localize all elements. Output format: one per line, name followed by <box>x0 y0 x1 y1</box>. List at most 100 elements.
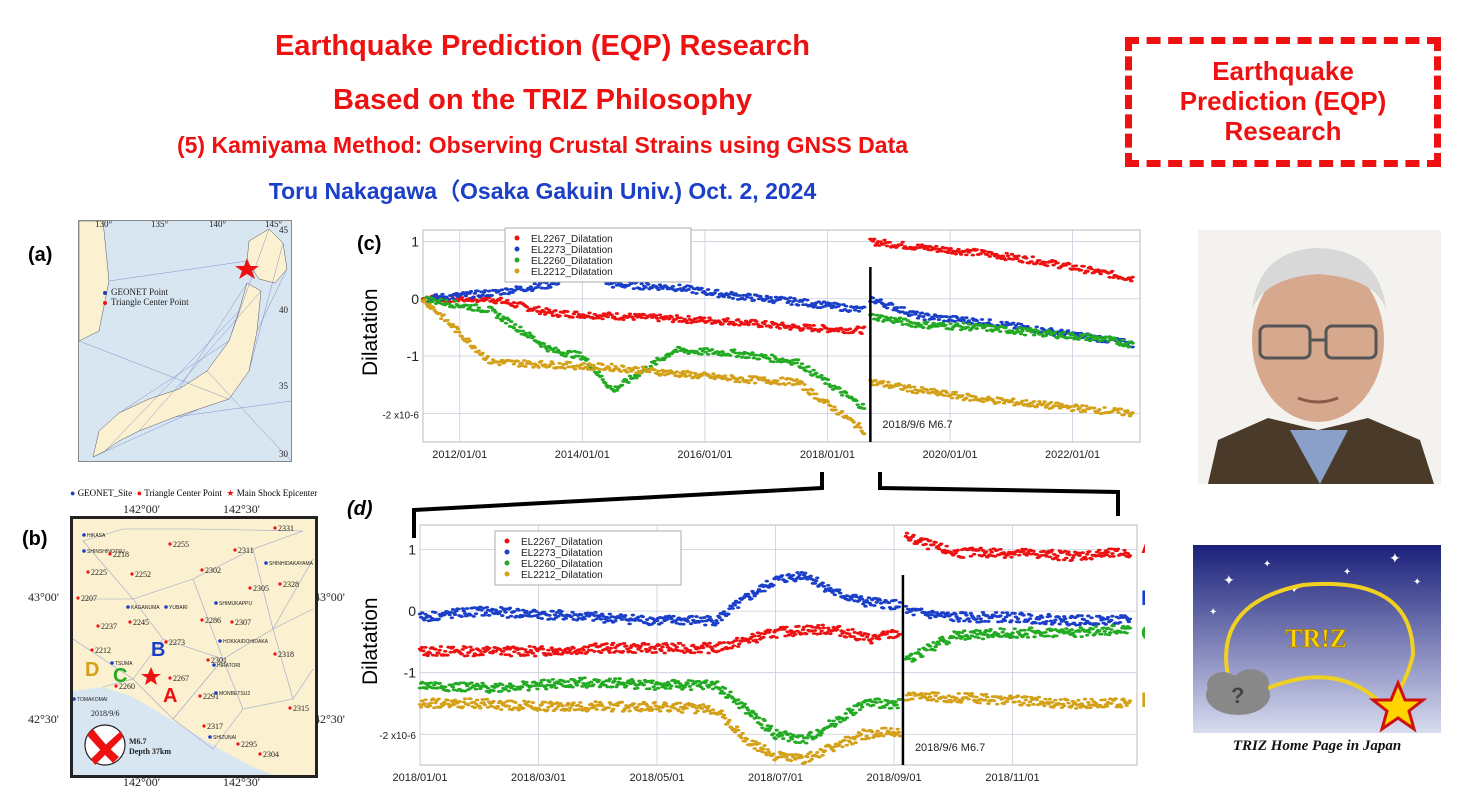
data-point <box>520 706 526 710</box>
data-point <box>852 631 857 634</box>
data-point <box>1014 636 1020 639</box>
data-point <box>512 323 518 326</box>
data-point <box>786 572 791 576</box>
data-point <box>438 645 444 648</box>
data-point <box>1015 694 1021 698</box>
data-point <box>535 613 540 617</box>
data-point <box>531 335 536 339</box>
data-point <box>534 681 539 685</box>
data-point <box>450 645 456 649</box>
data-point <box>999 620 1004 623</box>
data-point <box>516 651 521 655</box>
data-point <box>1041 402 1046 406</box>
data-point <box>948 246 953 250</box>
data-point <box>794 741 799 744</box>
data-point <box>516 329 522 333</box>
data-point <box>524 305 530 309</box>
data-point <box>1001 627 1006 631</box>
data-point <box>892 607 897 611</box>
data-point <box>1012 611 1017 615</box>
data-point <box>687 374 693 377</box>
data-point <box>795 358 801 362</box>
data-point <box>1024 399 1029 402</box>
data-point <box>674 350 680 354</box>
data-point <box>695 709 700 713</box>
data-point <box>845 735 851 739</box>
map-hokkaido: 2331 2218 2255 2311 2225 2252 2302 2305 2328 2207… <box>70 516 318 778</box>
data-point <box>1018 332 1024 336</box>
data-point <box>635 705 640 709</box>
data-point <box>639 316 644 319</box>
data-point <box>692 651 697 655</box>
data-point <box>1056 558 1061 562</box>
data-point <box>663 702 669 706</box>
data-point <box>1011 321 1016 325</box>
x-tick-label: 2018/01/01 <box>800 449 855 461</box>
site-marker <box>233 548 237 552</box>
data-point <box>866 596 872 600</box>
eqp-badge[interactable]: Earthquake Prediction (EQP) Research <box>1125 37 1441 167</box>
data-point <box>748 296 754 300</box>
y-axis-label: Dilatation <box>359 597 382 685</box>
data-point <box>627 622 632 626</box>
data-point <box>960 394 965 397</box>
geonet-marker <box>110 661 114 665</box>
data-point <box>856 326 862 329</box>
data-point <box>709 619 715 623</box>
data-point <box>642 313 647 317</box>
data-point <box>1101 554 1106 558</box>
data-point <box>832 593 837 597</box>
data-point <box>467 306 472 310</box>
data-point <box>1034 698 1039 702</box>
data-point <box>1067 623 1072 626</box>
site-label: 2311 <box>238 546 254 555</box>
data-point <box>661 317 667 321</box>
data-point <box>925 388 930 392</box>
data-point <box>884 632 890 636</box>
data-point <box>694 373 699 377</box>
data-point <box>579 705 584 708</box>
data-point <box>721 610 727 614</box>
data-point <box>819 731 824 735</box>
data-point <box>424 295 430 299</box>
data-point <box>742 297 747 301</box>
data-point <box>1016 330 1021 334</box>
data-point <box>433 293 439 296</box>
triz-logo[interactable]: ✦ ✦ ✦ ✦ ✦ ✦ ✦ ? TR!Z <box>1193 545 1441 733</box>
data-point <box>847 327 853 331</box>
data-point <box>1108 631 1113 635</box>
data-point <box>655 317 660 320</box>
data-point <box>696 319 702 323</box>
data-point <box>647 687 652 691</box>
data-point <box>955 700 960 704</box>
data-point <box>751 356 756 360</box>
data-point <box>1120 338 1125 342</box>
data-point <box>1103 622 1109 626</box>
data-point <box>1020 260 1025 264</box>
data-point <box>1107 275 1112 279</box>
data-point <box>1002 696 1008 700</box>
data-point <box>446 302 452 306</box>
data-point <box>1029 260 1034 263</box>
data-point <box>728 354 733 357</box>
data-point <box>509 708 515 712</box>
data-point <box>974 327 979 330</box>
data-point <box>739 355 745 359</box>
data-point <box>707 316 712 320</box>
data-point <box>450 296 456 300</box>
data-point <box>709 348 715 351</box>
data-point <box>870 239 876 243</box>
data-point <box>1077 406 1082 410</box>
data-point <box>762 719 767 722</box>
triz-caption[interactable]: TRIZ Home Page in Japan <box>1232 738 1402 754</box>
data-point <box>533 654 538 658</box>
data-point <box>802 760 808 764</box>
data-point <box>804 388 810 392</box>
data-point <box>802 383 807 386</box>
data-point <box>610 641 616 645</box>
data-point <box>1086 700 1091 704</box>
data-point <box>1065 329 1071 333</box>
data-point <box>786 753 791 757</box>
station-label: SHINSHINOTSU <box>87 549 125 555</box>
